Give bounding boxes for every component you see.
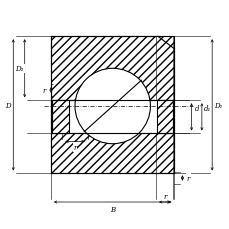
Text: D₂: D₂ [15,65,24,73]
Text: D₁: D₁ [213,101,222,109]
Text: B: B [110,205,115,213]
Text: d: d [194,104,198,112]
Circle shape [75,69,150,144]
Text: r: r [43,87,46,95]
Bar [52,101,68,134]
Text: r: r [162,192,166,200]
Text: D: D [5,101,10,109]
Bar [51,37,174,174]
Text: d₁: d₁ [203,104,210,112]
Text: r: r [186,174,189,182]
Text: r: r [73,144,76,152]
Bar [52,101,172,134]
Bar [156,101,172,134]
